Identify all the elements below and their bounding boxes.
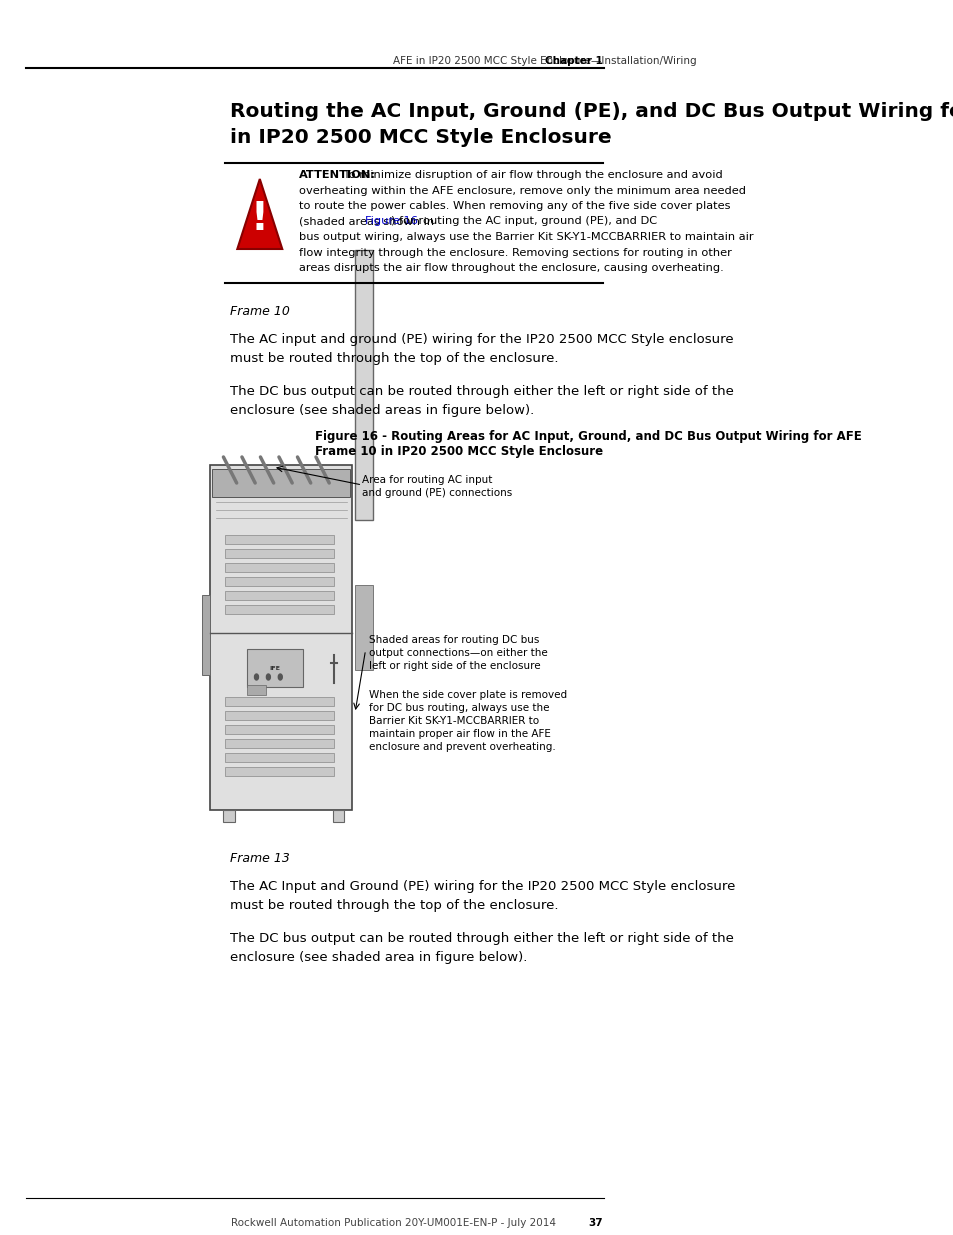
FancyBboxPatch shape <box>225 535 334 543</box>
Text: ATTENTION:: ATTENTION: <box>298 170 375 180</box>
Text: left or right side of the enclosure: left or right side of the enclosure <box>369 661 540 671</box>
FancyBboxPatch shape <box>225 711 334 720</box>
Text: to route the power cables. When removing any of the five side cover plates: to route the power cables. When removing… <box>298 201 730 211</box>
Text: areas disrupts the air flow throughout the enclosure, causing overheating.: areas disrupts the air flow throughout t… <box>298 263 722 273</box>
FancyBboxPatch shape <box>246 650 302 687</box>
Text: enclosure and prevent overheating.: enclosure and prevent overheating. <box>369 742 555 752</box>
Text: must be routed through the top of the enclosure.: must be routed through the top of the en… <box>230 899 558 911</box>
Text: Routing the AC Input, Ground (PE), and DC Bus Output Wiring for AFE: Routing the AC Input, Ground (PE), and D… <box>230 103 953 121</box>
FancyBboxPatch shape <box>225 592 334 600</box>
FancyBboxPatch shape <box>225 697 334 706</box>
FancyBboxPatch shape <box>225 563 334 572</box>
FancyBboxPatch shape <box>225 725 334 734</box>
FancyBboxPatch shape <box>246 685 266 695</box>
FancyBboxPatch shape <box>212 469 350 496</box>
Circle shape <box>278 674 282 680</box>
Text: enclosure (see shaded area in figure below).: enclosure (see shaded area in figure bel… <box>230 951 527 965</box>
Text: output connections—on either the: output connections—on either the <box>369 648 547 658</box>
Text: flow integrity through the enclosure. Removing sections for routing in other: flow integrity through the enclosure. Re… <box>298 247 731 258</box>
Text: Rockwell Automation Publication 20Y-UM001E-EN-P - July 2014: Rockwell Automation Publication 20Y-UM00… <box>232 1218 556 1228</box>
Text: in IP20 2500 MCC Style Enclosure: in IP20 2500 MCC Style Enclosure <box>230 128 611 147</box>
Text: bus output wiring, always use the Barrier Kit SK-Y1-MCCBARRIER to maintain air: bus output wiring, always use the Barrie… <box>298 232 753 242</box>
Text: The DC bus output can be routed through either the left or right side of the: The DC bus output can be routed through … <box>230 932 733 945</box>
Text: The DC bus output can be routed through either the left or right side of the: The DC bus output can be routed through … <box>230 385 733 398</box>
Text: Chapter 1: Chapter 1 <box>544 56 602 65</box>
Polygon shape <box>237 179 282 249</box>
FancyBboxPatch shape <box>225 577 334 585</box>
Text: Shaded areas for routing DC bus: Shaded areas for routing DC bus <box>369 635 538 645</box>
Text: enclosure (see shaded areas in figure below).: enclosure (see shaded areas in figure be… <box>230 404 534 417</box>
Text: Frame 10 in IP20 2500 MCC Style Enclosure: Frame 10 in IP20 2500 MCC Style Enclosur… <box>315 445 603 458</box>
Text: Area for routing AC input: Area for routing AC input <box>362 475 492 485</box>
FancyBboxPatch shape <box>225 767 334 776</box>
Text: When the side cover plate is removed: When the side cover plate is removed <box>369 690 566 700</box>
Text: AFE in IP20 2500 MCC Style Enclosure—Installation/Wiring: AFE in IP20 2500 MCC Style Enclosure—Ins… <box>393 56 697 65</box>
Text: must be routed through the top of the enclosure.: must be routed through the top of the en… <box>230 352 558 366</box>
FancyBboxPatch shape <box>202 595 210 676</box>
Text: overheating within the AFE enclosure, remove only the minimum area needed: overheating within the AFE enclosure, re… <box>298 185 745 195</box>
FancyBboxPatch shape <box>355 249 374 520</box>
Text: and ground (PE) connections: and ground (PE) connections <box>362 488 512 498</box>
Text: IFE: IFE <box>269 666 279 671</box>
Circle shape <box>254 674 258 680</box>
Text: Figure 16 - Routing Areas for AC Input, Ground, and DC Bus Output Wiring for AFE: Figure 16 - Routing Areas for AC Input, … <box>315 430 862 443</box>
FancyBboxPatch shape <box>225 550 334 558</box>
FancyBboxPatch shape <box>225 605 334 614</box>
Text: !: ! <box>251 200 269 238</box>
FancyBboxPatch shape <box>210 466 352 810</box>
Text: Frame 10: Frame 10 <box>230 305 290 317</box>
Text: Frame 13: Frame 13 <box>230 852 290 864</box>
FancyBboxPatch shape <box>355 585 374 671</box>
Text: (shaded areas shown in: (shaded areas shown in <box>298 216 437 226</box>
Text: To minimize disruption of air flow through the enclosure and avoid: To minimize disruption of air flow throu… <box>340 170 722 180</box>
Text: The AC Input and Ground (PE) wiring for the IP20 2500 MCC Style enclosure: The AC Input and Ground (PE) wiring for … <box>230 881 735 893</box>
Text: ) for routing the AC input, ground (PE), and DC: ) for routing the AC input, ground (PE),… <box>391 216 657 226</box>
Text: Figure 16: Figure 16 <box>365 216 417 226</box>
FancyBboxPatch shape <box>225 753 334 762</box>
FancyBboxPatch shape <box>225 739 334 748</box>
FancyBboxPatch shape <box>333 810 344 823</box>
FancyBboxPatch shape <box>223 810 235 823</box>
Text: for DC bus routing, always use the: for DC bus routing, always use the <box>369 703 549 713</box>
Text: The AC input and ground (PE) wiring for the IP20 2500 MCC Style enclosure: The AC input and ground (PE) wiring for … <box>230 333 733 346</box>
Text: maintain proper air flow in the AFE: maintain proper air flow in the AFE <box>369 729 550 739</box>
Circle shape <box>266 674 270 680</box>
Text: Barrier Kit SK-Y1-MCCBARRIER to: Barrier Kit SK-Y1-MCCBARRIER to <box>369 716 538 726</box>
Text: 37: 37 <box>588 1218 602 1228</box>
